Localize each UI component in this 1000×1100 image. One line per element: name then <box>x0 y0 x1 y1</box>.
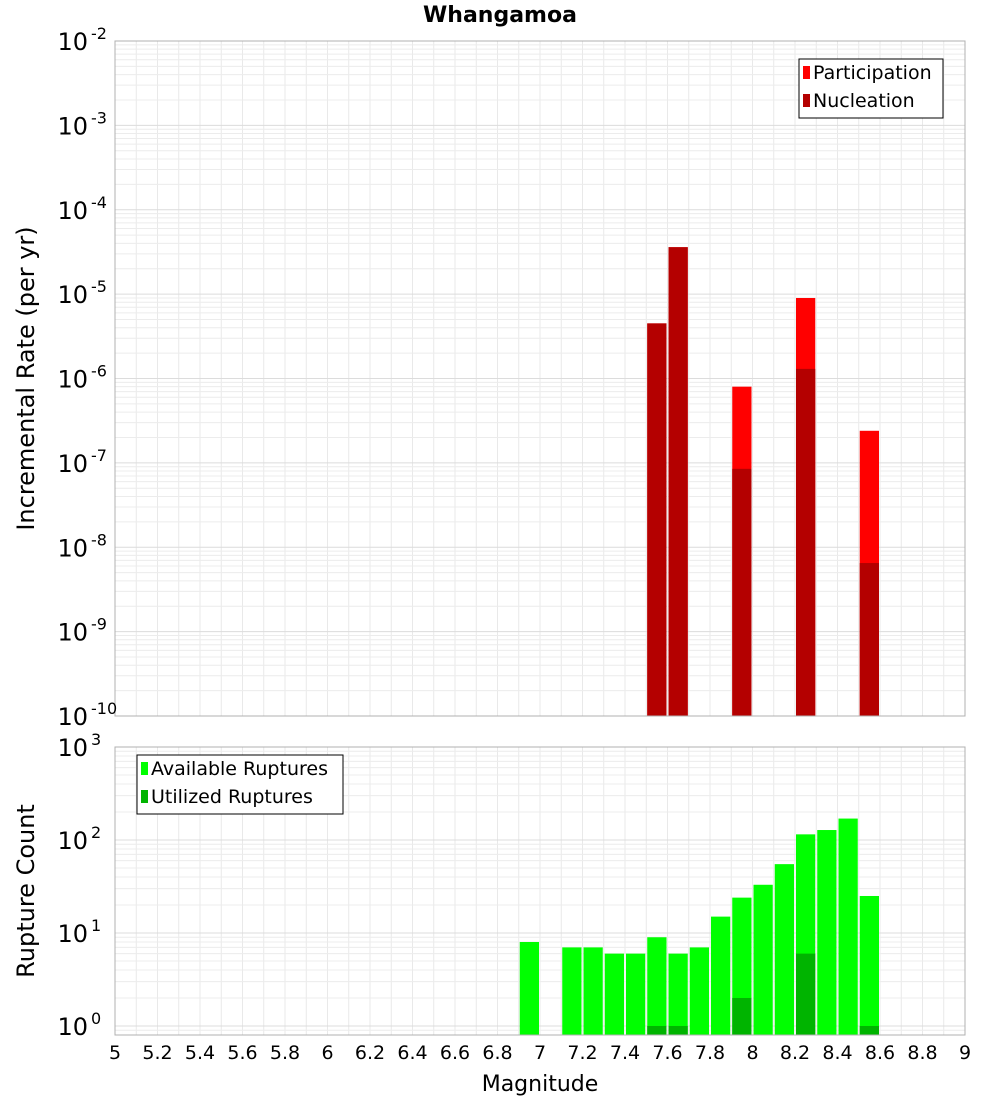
x-tick-label: 6.4 <box>397 1042 427 1064</box>
x-tick-label: 6 <box>321 1042 333 1064</box>
available-ruptures-bar <box>859 895 879 1035</box>
magnitude-x-ticks: 5 5.2 5.4 5.6 5.8 6 6.2 6.4 6.6 6.8 7 7.2 7.4 7.6 7.8 8… <box>109 1042 971 1064</box>
y-tick-label: 10 <box>57 734 88 762</box>
utilized-ruptures-bar <box>796 953 816 1035</box>
y-tick-label: 10 <box>57 281 88 309</box>
y-tick-exponent: -10 <box>91 699 117 718</box>
available-ruptures-bar <box>817 830 837 1035</box>
y-tick-label: 10 <box>57 920 88 948</box>
count-y-axis-label: Rupture Count <box>12 804 40 978</box>
available-ruptures-bar <box>604 953 624 1035</box>
y-tick-exponent: -6 <box>91 362 107 381</box>
x-tick-label: 6.8 <box>482 1042 512 1064</box>
y-tick-exponent: 0 <box>91 1009 101 1028</box>
x-tick-label: 5.6 <box>227 1042 257 1064</box>
x-axis-label: Magnitude <box>482 1072 599 1097</box>
x-tick-label: 8.4 <box>822 1042 852 1064</box>
x-tick-label: 8.8 <box>907 1042 937 1064</box>
legend-box <box>798 58 944 119</box>
available-ruptures-bar <box>583 947 603 1035</box>
y-tick-label: 10 <box>57 827 88 855</box>
nucleation-legend-swatch <box>803 94 810 107</box>
x-tick-label: 5 <box>109 1042 121 1064</box>
count-legend: Available Ruptures Utilized Ruptures <box>136 754 344 815</box>
participation-legend-swatch <box>803 66 810 79</box>
y-tick-exponent: -7 <box>91 446 107 465</box>
x-tick-label: 6.2 <box>355 1042 385 1064</box>
x-tick-label: 7.2 <box>567 1042 597 1064</box>
y-tick-exponent: -5 <box>91 277 107 296</box>
rate-plot-frame <box>114 40 966 717</box>
rate-bars <box>647 247 879 716</box>
rate-y-axis-label: Incremental Rate (per yr) <box>12 226 40 530</box>
y-tick-label: 10 <box>57 366 88 394</box>
available-ruptures-bar <box>711 916 731 1035</box>
x-tick-label: 7.6 <box>652 1042 682 1064</box>
chart-title: Whangamoa <box>423 3 577 28</box>
rate-grid <box>114 41 966 717</box>
x-tick-label: 7.8 <box>695 1042 725 1064</box>
available-ruptures-bar <box>774 864 794 1035</box>
utilized-ruptures-legend-label: Utilized Ruptures <box>151 786 313 808</box>
y-tick-exponent: 2 <box>91 823 101 842</box>
utilized-ruptures-bar <box>668 1025 688 1035</box>
available-ruptures-bar <box>838 818 858 1035</box>
y-tick-label: 10 <box>57 197 88 225</box>
x-tick-label: 6.6 <box>440 1042 470 1064</box>
nucleation-bar <box>796 368 816 716</box>
y-tick-label: 10 <box>57 112 88 140</box>
utilized-ruptures-bar <box>732 997 752 1035</box>
y-tick-exponent: -3 <box>91 108 107 127</box>
count-plot-frame <box>114 746 966 1036</box>
y-tick-exponent: -8 <box>91 530 107 549</box>
available-ruptures-bar <box>562 947 582 1035</box>
nucleation-bar <box>647 323 667 716</box>
count-bars <box>519 818 879 1035</box>
nucleation-bar <box>859 563 879 716</box>
legend-box <box>136 754 344 815</box>
available-ruptures-bar <box>668 953 688 1035</box>
y-tick-exponent: -9 <box>91 615 107 634</box>
x-tick-label: 9 <box>959 1042 971 1064</box>
available-ruptures-bar <box>626 953 646 1035</box>
x-tick-label: 5.8 <box>270 1042 300 1064</box>
x-tick-label: 5.2 <box>142 1042 172 1064</box>
y-tick-label: 10 <box>57 703 88 731</box>
x-tick-label: 8 <box>746 1042 758 1064</box>
y-tick-label: 10 <box>57 1013 88 1041</box>
x-tick-label: 8.6 <box>865 1042 895 1064</box>
available-ruptures-bar <box>519 942 539 1035</box>
nucleation-bar <box>732 468 752 716</box>
y-tick-label: 10 <box>57 534 88 562</box>
y-tick-label: 10 <box>57 450 88 478</box>
nucleation-bar <box>668 247 688 716</box>
utilized-ruptures-bar <box>859 1025 879 1035</box>
available-ruptures-bar <box>753 884 773 1035</box>
nucleation-legend-label: Nucleation <box>813 90 915 112</box>
y-tick-exponent: 3 <box>91 730 101 749</box>
x-tick-label: 8.2 <box>780 1042 810 1064</box>
y-tick-label: 10 <box>57 28 88 56</box>
y-tick-exponent: -4 <box>91 193 107 212</box>
x-tick-label: 5.4 <box>185 1042 215 1064</box>
available-ruptures-bar <box>647 937 667 1035</box>
available-ruptures-legend-swatch <box>141 762 148 775</box>
utilized-ruptures-bar <box>647 1025 667 1035</box>
y-tick-label: 10 <box>57 619 88 647</box>
participation-legend-label: Participation <box>813 62 932 84</box>
y-tick-exponent: -2 <box>91 24 107 43</box>
x-tick-label: 7 <box>534 1042 546 1064</box>
utilized-ruptures-legend-swatch <box>141 790 148 803</box>
available-ruptures-legend-label: Available Ruptures <box>151 758 328 780</box>
rate-legend: Participation Nucleation <box>798 58 944 119</box>
x-tick-label: 7.4 <box>610 1042 640 1064</box>
y-tick-exponent: 1 <box>91 916 101 935</box>
available-ruptures-bar <box>689 947 709 1035</box>
